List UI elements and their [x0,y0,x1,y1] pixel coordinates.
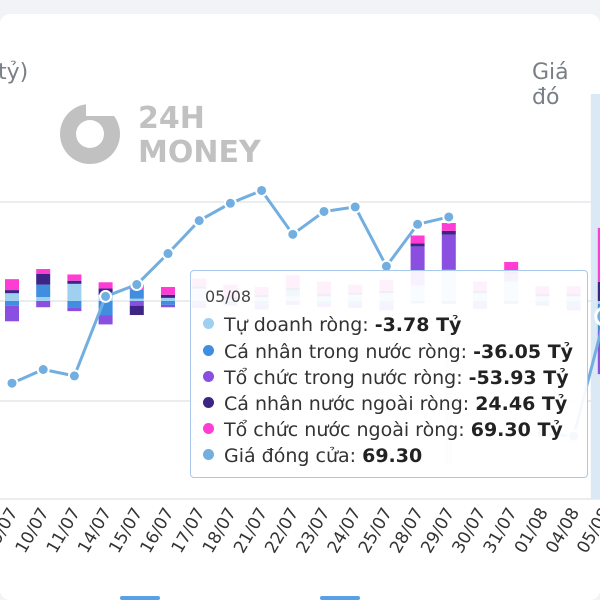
tooltip-label: Cá nhân trong nước ròng: [224,341,474,363]
bar-16-07-s3 [161,294,175,298]
tooltip-label: Giá đóng cửa: [224,445,363,467]
tooltip-row-tu-doanh: Tự doanh ròng: -3.78 Tỷ [203,313,461,337]
bar-05-08-s3 [597,281,600,301]
bar-05-08-s2 [597,332,600,375]
tooltip-value: 24.46 Tỷ [475,393,568,415]
legend-dot-icon [203,318,214,329]
bar-10-07-s1 [36,284,51,298]
right-axis-unit: Giá đó [532,60,569,110]
price-point [192,214,206,228]
tooltip-value: -3.78 Tỷ [374,314,462,336]
bar-29-07-s3 [441,230,456,235]
bar-16-07-s0 [161,297,175,301]
price-point [36,363,50,376]
tooltip-row-to-chuc-nuoc-ngoai: Tổ chức nước ngoài ròng: 69.30 Tỷ [203,418,563,442]
bar-16-07-s2 [161,304,175,308]
legend-dot-icon [203,449,214,460]
left-axis-unit: tỷ) [0,60,29,85]
price-point [411,217,425,231]
bar-11-07-s1 [67,301,82,308]
tooltip-date: 05/08 [205,287,252,306]
bar-14-07-s2 [98,315,113,325]
bar-14-07-s4 [98,282,113,289]
tooltip-value: 69.30 Tỷ [470,419,563,441]
bar-11-07-s0 [67,283,82,301]
bar-15-07-s1 [129,289,144,299]
bar-10-07-s0 [36,297,51,301]
price-point [594,307,600,326]
bar-29-07-s4 [441,223,456,231]
logo-text-24h: 24H [138,101,205,136]
tooltip-label: Cá nhân nước ngoài ròng: [224,393,476,415]
bar-31-07-s4 [504,262,519,272]
bar-09-07-s0 [5,293,19,301]
price-point [99,289,113,303]
legend-dot-icon [203,345,214,356]
bar-29-07-s2 [441,234,456,270]
x-axis-labels: 09/0710/0711/0714/0715/0716/0717/0718/07… [0,505,600,557]
legend-dot-icon [203,423,214,434]
bar-05-08-s4 [597,227,600,282]
tooltip-value: 69.30 [362,445,423,467]
tooltip-row-ca-nhan-nuoc-ngoai: Cá nhân nước ngoài ròng: 24.46 Tỷ [203,392,567,416]
bar-09-07-s2 [5,305,19,322]
tooltip-row-gia-dong-cua: Giá đóng cửa: 69.30 [203,444,422,468]
watermark-logo: 24H MONEY [60,101,262,170]
bar-10-07-s4 [36,269,51,274]
price-point [317,204,331,218]
price-point [130,278,144,292]
price-point [286,227,300,241]
bar-16-07-s4 [161,286,175,295]
bar-28-07-s4 [410,235,425,244]
tooltip-row-to-chuc-trong-nuoc: Tổ chức trong nước ròng: -53.93 Tỷ [203,366,569,390]
tooltip-value: -53.93 Tỷ [468,367,569,389]
bar-09-07-s3 [5,290,19,294]
scroll-indicator[interactable] [120,596,160,600]
bar-09-07-s1 [5,301,19,306]
price-point [442,210,456,224]
bar-16-07-s1 [161,301,175,305]
price-point [161,247,175,261]
legend-dot-icon [203,397,214,408]
selected-column-highlight [590,94,600,499]
bar-05-08-s0 [597,301,600,304]
bar-10-07-s3 [36,273,51,285]
legend-dot-icon [203,371,214,382]
tooltip-label: Tổ chức trong nước ròng: [224,367,469,389]
tooltip-row-ca-nhan-trong-nuoc: Cá nhân trong nước ròng: -36.05 Tỷ [203,340,573,364]
bar-11-07-s2 [67,307,82,312]
bar-11-07-s4 [67,274,82,281]
foreign-flow-chart[interactable]: 24H MONEY 09/0710/0711/0714/0715/0716/07… [0,14,600,600]
bar-15-07-s3 [129,305,144,316]
bar-11-07-s3 [67,280,82,284]
bar-28-07-s3 [410,243,425,247]
price-point [255,183,269,197]
bar-15-07-s2 [129,301,144,306]
scroll-indicator[interactable] [320,596,360,600]
bar-10-07-s2 [36,301,51,308]
data-tooltip: 05/08 Tự doanh ròng: -3.78 Tỷ Cá nhân tr… [190,270,588,478]
price-point [348,200,362,214]
bar-09-07-s4 [5,279,19,291]
logo-text-money: MONEY [138,135,262,170]
tooltip-label: Tự doanh ròng: [224,314,375,336]
chart-card: tỷ) Giá đó 24H MONEY 09/07 10/07 11/07 14/0… [0,14,600,600]
price-point [223,196,237,210]
bar-15-07-s0 [129,298,144,301]
tooltip-label: Tổ chức nước ngoài ròng: [224,419,471,441]
price-point [67,369,81,383]
tooltip-value: -36.05 Tỷ [473,341,574,363]
price-point [5,376,19,390]
